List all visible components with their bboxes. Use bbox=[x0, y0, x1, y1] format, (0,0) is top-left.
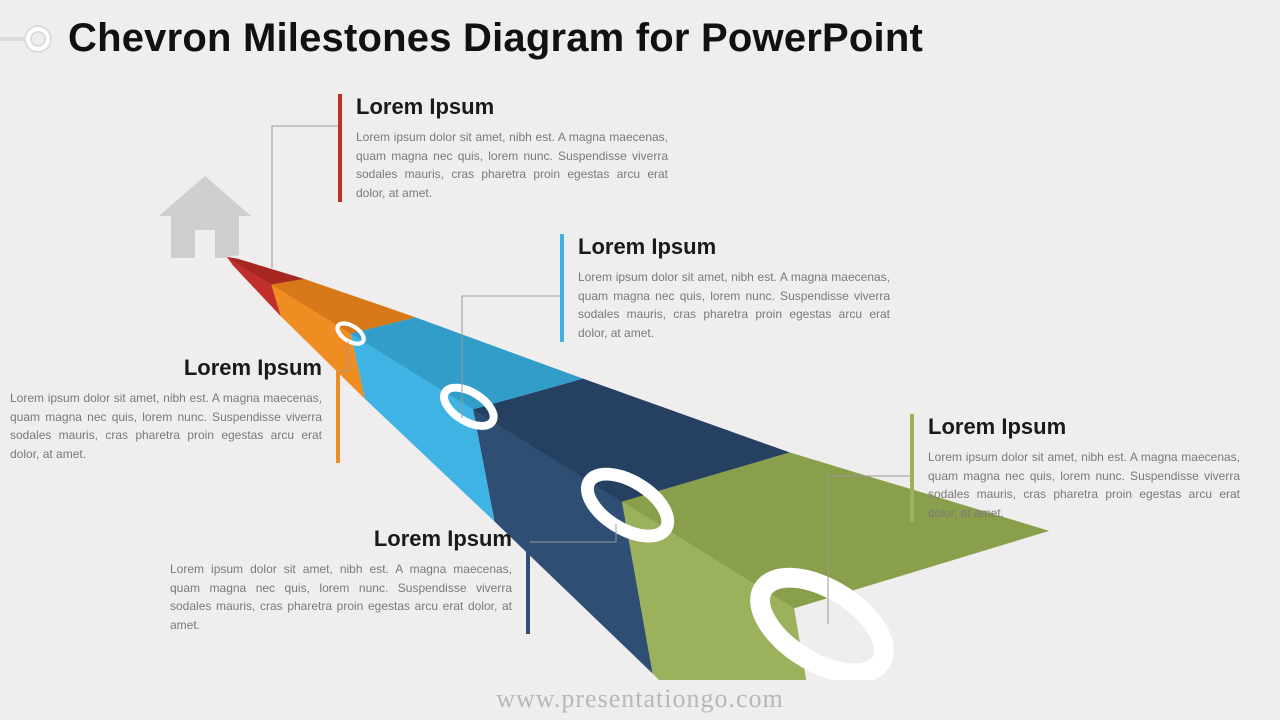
callout-2-body: Lorem ipsum dolor sit amet, nibh est. A … bbox=[10, 389, 322, 463]
callout-1-title: Lorem Ipsum bbox=[356, 94, 668, 120]
callout-3: Lorem Ipsum Lorem ipsum dolor sit amet, … bbox=[560, 234, 890, 342]
callout-5-title: Lorem Ipsum bbox=[928, 414, 1240, 440]
title-decoration-icon bbox=[0, 26, 50, 52]
callout-5: Lorem Ipsum Lorem ipsum dolor sit amet, … bbox=[910, 414, 1240, 522]
leader-line-1 bbox=[272, 126, 340, 268]
callout-4-title: Lorem Ipsum bbox=[170, 526, 512, 552]
callout-1: Lorem Ipsum Lorem ipsum dolor sit amet, … bbox=[338, 94, 668, 202]
title-row: Chevron Milestones Diagram for PowerPoin… bbox=[0, 16, 1280, 61]
callout-5-body: Lorem ipsum dolor sit amet, nibh est. A … bbox=[928, 448, 1240, 522]
callout-4-body: Lorem ipsum dolor sit amet, nibh est. A … bbox=[170, 560, 512, 634]
slide: Chevron Milestones Diagram for PowerPoin… bbox=[0, 0, 1280, 720]
callout-2: Lorem Ipsum Lorem ipsum dolor sit amet, … bbox=[10, 355, 340, 463]
callout-3-body: Lorem ipsum dolor sit amet, nibh est. A … bbox=[578, 268, 890, 342]
callout-1-body: Lorem ipsum dolor sit amet, nibh est. A … bbox=[356, 128, 668, 202]
callout-3-title: Lorem Ipsum bbox=[578, 234, 890, 260]
footer-watermark: www.presentationgo.com bbox=[0, 684, 1280, 714]
slide-title: Chevron Milestones Diagram for PowerPoin… bbox=[68, 16, 923, 61]
callout-4: Lorem Ipsum Lorem ipsum dolor sit amet, … bbox=[170, 526, 530, 634]
diagram-canvas: Lorem Ipsum Lorem ipsum dolor sit amet, … bbox=[0, 70, 1280, 680]
callout-2-title: Lorem Ipsum bbox=[10, 355, 322, 381]
